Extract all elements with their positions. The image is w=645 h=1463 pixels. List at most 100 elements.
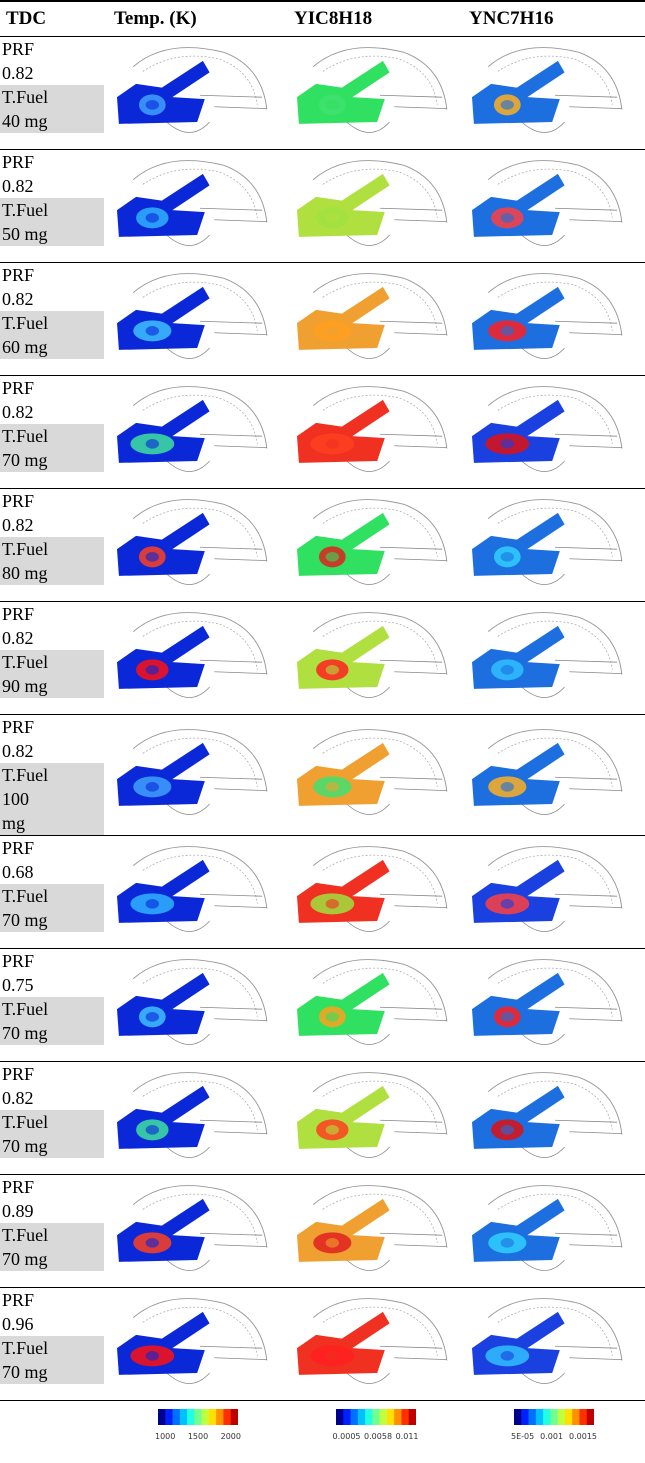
prf-value: 0.96 bbox=[0, 1312, 108, 1336]
image-cell bbox=[288, 836, 463, 949]
contour-image bbox=[288, 151, 453, 256]
prf-label: PRF bbox=[0, 715, 108, 739]
colorbar-tick-label: 1500 bbox=[188, 1432, 208, 1441]
header-cell: YIC8H18 bbox=[288, 1, 463, 37]
prf-value: 0.82 bbox=[0, 513, 108, 537]
image-cell bbox=[108, 836, 288, 949]
colorbar-tick-label: 0.0005 bbox=[333, 1432, 361, 1441]
image-cell bbox=[288, 715, 463, 836]
image-cell bbox=[288, 489, 463, 602]
contour-image bbox=[463, 151, 628, 256]
image-cell bbox=[463, 1288, 645, 1401]
prf-label: PRF bbox=[0, 1175, 108, 1199]
fuel-value: 80 mg bbox=[2, 561, 54, 585]
image-cell bbox=[288, 263, 463, 376]
image-cell bbox=[108, 1062, 288, 1175]
image-cell bbox=[463, 1062, 645, 1175]
fuel-label: T.Fuel bbox=[2, 1223, 54, 1247]
fuel-value: 40 mg bbox=[2, 109, 54, 133]
contour-image bbox=[288, 603, 453, 708]
fuel-label: T.Fuel bbox=[2, 1110, 54, 1134]
image-cell bbox=[463, 715, 645, 836]
contour-image bbox=[108, 1176, 273, 1281]
contour-image bbox=[288, 1289, 453, 1394]
contour-image bbox=[108, 950, 273, 1055]
colorbar-tick-label: 0.001 bbox=[540, 1432, 563, 1441]
contour-image bbox=[288, 1176, 453, 1281]
contour-image bbox=[463, 38, 628, 143]
prf-label: PRF bbox=[0, 263, 108, 287]
fuel-label: T.Fuel bbox=[2, 884, 54, 908]
image-cell bbox=[108, 376, 288, 489]
contour-image bbox=[463, 1176, 628, 1281]
page: TDCTemp. (K)YIC8H18YNC7H16 PRF0.82T.Fuel… bbox=[0, 0, 645, 1463]
contour-image bbox=[108, 490, 273, 595]
prf-label: PRF bbox=[0, 376, 108, 400]
fuel-value: 60 mg bbox=[2, 335, 54, 359]
prf-value: 0.82 bbox=[0, 400, 108, 424]
image-cell bbox=[108, 1288, 288, 1401]
colorbar bbox=[514, 1409, 594, 1425]
prf-label: PRF bbox=[0, 949, 108, 973]
image-cell bbox=[463, 489, 645, 602]
prf-label: PRF bbox=[0, 37, 108, 61]
contour-image bbox=[463, 1063, 628, 1168]
contour-image bbox=[463, 950, 628, 1055]
contour-image bbox=[108, 603, 273, 708]
header-cell: YNC7H16 bbox=[463, 1, 645, 37]
fuel-label: T.Fuel bbox=[2, 198, 54, 222]
colorbar bbox=[336, 1409, 416, 1425]
image-cell bbox=[288, 949, 463, 1062]
results-table: TDCTemp. (K)YIC8H18YNC7H16 PRF0.82T.Fuel… bbox=[0, 0, 645, 1456]
header-cell: TDC bbox=[0, 1, 108, 37]
image-cell bbox=[463, 37, 645, 150]
colorbar-tick-label: 1000 bbox=[155, 1432, 175, 1441]
fuel-value: 70 mg bbox=[2, 1360, 54, 1384]
prf-value: 0.82 bbox=[0, 174, 108, 198]
prf-label: PRF bbox=[0, 489, 108, 513]
contour-image bbox=[108, 38, 273, 143]
fuel-label: T.Fuel bbox=[2, 997, 54, 1021]
prf-label: PRF bbox=[0, 602, 108, 626]
fuel-label: T.Fuel bbox=[2, 424, 54, 448]
image-cell bbox=[108, 263, 288, 376]
fuel-value: 50 mg bbox=[2, 222, 54, 246]
image-cell bbox=[288, 37, 463, 150]
fuel-value: 100 mg bbox=[2, 787, 54, 835]
contour-image bbox=[288, 377, 453, 482]
image-cell bbox=[288, 1062, 463, 1175]
colorbar-tick-label: 5E-05 bbox=[511, 1432, 534, 1441]
prf-value: 0.89 bbox=[0, 1199, 108, 1223]
image-cell bbox=[288, 1175, 463, 1288]
contour-image bbox=[288, 950, 453, 1055]
fuel-value: 70 mg bbox=[2, 908, 54, 932]
fuel-label: T.Fuel bbox=[2, 311, 54, 335]
prf-label: PRF bbox=[0, 1062, 108, 1086]
empty-cell bbox=[0, 1401, 108, 1457]
image-cell bbox=[108, 1175, 288, 1288]
image-cell bbox=[463, 376, 645, 489]
